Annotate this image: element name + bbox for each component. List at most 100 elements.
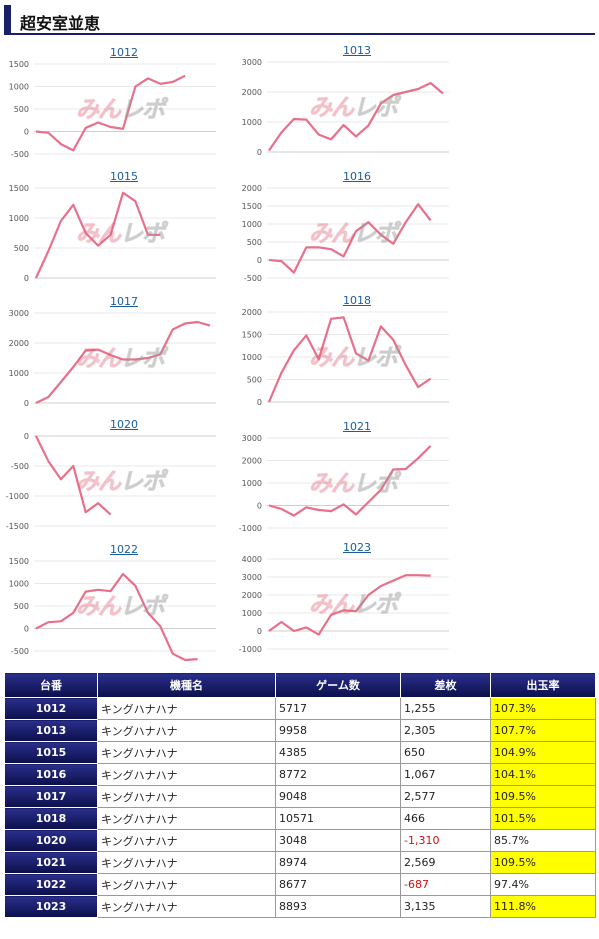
y-tick-label: 1000 [9, 83, 29, 92]
series-line [35, 320, 211, 404]
games-cell: 5717 [275, 697, 401, 720]
games-cell: 10571 [275, 807, 401, 830]
chart-1015: 1015 1500 1000 500 0 みんレポ [4, 168, 224, 290]
chart-svg: 2000 1500 1000 500 0 -500 [242, 184, 449, 283]
y-tick-label: 1000 [9, 214, 29, 223]
machine-name-cell: キングハナハナ [97, 829, 276, 852]
y-tick-label: 1500 [9, 184, 29, 193]
machine-number-cell: 1015 [4, 741, 98, 764]
diff-cell: 1,067 [400, 763, 491, 786]
diff-cell: -687 [400, 873, 491, 896]
chart-title-link[interactable]: 1016 [343, 170, 371, 183]
chart-svg: 1500 1000 500 0 -500 [9, 60, 216, 159]
series-line [268, 81, 444, 152]
chart-1020: 1020 0 -500 -1000 -1500 みんレポ [4, 416, 224, 538]
table-row: 1021 キングハナハナ 8974 2,569 109.5% [4, 851, 596, 874]
y-tick-label: 1000 [242, 353, 262, 362]
series-line [35, 74, 186, 152]
y-tick-label: -1000 [239, 524, 262, 533]
chart-svg: 0 -500 -1000 -1500 [6, 432, 216, 531]
col-header-games: ゲーム数 [275, 672, 401, 698]
col-header-number: 台番 [4, 672, 98, 698]
y-tick-label: -500 [244, 274, 262, 283]
games-cell: 3048 [275, 829, 401, 852]
machine-number-cell: 1017 [4, 785, 98, 808]
y-tick-label: 3000 [9, 309, 29, 318]
chart-svg: 1500 1000 500 0 -500 [9, 557, 216, 662]
y-tick-label: -1500 [6, 522, 29, 531]
machine-name-cell: キングハナハナ [97, 851, 276, 874]
games-cell: 8677 [275, 873, 401, 896]
machine-name-cell: キングハナハナ [97, 785, 276, 808]
table-row: 1020 キングハナハナ 3048 -1,310 85.7% [4, 829, 596, 852]
y-tick-label: 0 [257, 148, 262, 157]
chart-title-link[interactable]: 1017 [110, 295, 138, 308]
series-line [35, 191, 161, 279]
chart-1013: 1013 3000 2000 1000 0 みんレポ [237, 42, 457, 164]
machine-name-cell: キングハナハナ [97, 697, 276, 720]
chart-title-link[interactable]: 1021 [343, 420, 371, 433]
y-tick-label: 0 [24, 399, 29, 408]
col-header-machine: 機種名 [97, 672, 276, 698]
games-cell: 8772 [275, 763, 401, 786]
diff-cell: 650 [400, 741, 491, 764]
rate-cell: 109.5% [490, 785, 596, 808]
y-tick-label: -500 [11, 150, 29, 159]
y-tick-label: 500 [14, 244, 29, 253]
chart-1022: 1022 1500 1000 500 0 -500 みんレポ [4, 541, 224, 663]
chart-title-link[interactable]: 1015 [110, 170, 138, 183]
y-tick-label: 2000 [242, 591, 262, 600]
chart-title-link[interactable]: 1012 [110, 46, 138, 59]
chart-1017: 1017 3000 2000 1000 0 みんレポ [4, 293, 224, 415]
y-tick-label: 500 [247, 376, 262, 385]
y-tick-label: 0 [24, 128, 29, 137]
rate-cell: 107.7% [490, 719, 596, 742]
machine-number-cell: 1022 [4, 873, 98, 896]
diff-cell: 2,569 [400, 851, 491, 874]
chart-svg: 4000 3000 2000 1000 0 -1000 [239, 555, 449, 654]
table-header-row: 台番 機種名 ゲーム数 差枚 出玉率 [4, 672, 596, 698]
y-tick-label: 1000 [9, 580, 29, 589]
games-cell: 8893 [275, 895, 401, 918]
table-row: 1013 キングハナハナ 9958 2,305 107.7% [4, 719, 596, 742]
y-tick-label: 1000 [242, 609, 262, 618]
rate-cell: 101.5% [490, 807, 596, 830]
series-line [35, 572, 198, 662]
chart-1023: 1023 4000 3000 2000 1000 0 -1000 みんレポ [237, 539, 457, 661]
table-row: 1023 キングハナハナ 8893 3,135 111.8% [4, 895, 596, 918]
rate-cell: 104.1% [490, 763, 596, 786]
machine-name-cell: キングハナハナ [97, 719, 276, 742]
games-cell: 8974 [275, 851, 401, 874]
y-tick-label: 0 [24, 625, 29, 634]
machine-table: 台番 機種名 ゲーム数 差枚 出玉率 1012 キングハナハナ 5717 1,255 1… [4, 672, 596, 918]
chart-1012: 1012 1500 1000 500 0 -500 みんレポ [4, 44, 224, 166]
chart-title-link[interactable]: 1020 [110, 418, 138, 431]
y-tick-label: 2000 [242, 308, 262, 317]
y-tick-label: 0 [257, 502, 262, 511]
y-tick-label: 1000 [242, 118, 262, 127]
chart-title-link[interactable]: 1023 [343, 541, 371, 554]
chart-svg: 1500 1000 500 0 [9, 184, 216, 283]
chart-svg: 2000 1500 1000 500 0 [242, 308, 449, 407]
diff-cell: 3,135 [400, 895, 491, 918]
table-row: 1017 キングハナハナ 9048 2,577 109.5% [4, 785, 596, 808]
y-tick-label: 1500 [242, 331, 262, 340]
section-title: 超安室並恵 [20, 14, 101, 33]
chart-title-link[interactable]: 1022 [110, 543, 138, 556]
machine-name-cell: キングハナハナ [97, 763, 276, 786]
chart-1021: 1021 3000 2000 1000 0 -1000 みんレポ [237, 418, 457, 540]
y-tick-label: -500 [11, 462, 29, 471]
diff-cell: 466 [400, 807, 491, 830]
games-cell: 4385 [275, 741, 401, 764]
rate-cell: 97.4% [490, 873, 596, 896]
y-tick-label: 1000 [242, 479, 262, 488]
y-tick-label: 2000 [242, 184, 262, 193]
machine-number-cell: 1020 [4, 829, 98, 852]
machine-name-cell: キングハナハナ [97, 807, 276, 830]
chart-title-link[interactable]: 1018 [343, 294, 371, 307]
chart-title-link[interactable]: 1013 [343, 44, 371, 57]
diff-cell: 2,577 [400, 785, 491, 808]
series-line [268, 574, 431, 636]
rate-cell: 107.3% [490, 697, 596, 720]
y-tick-label: 2000 [242, 88, 262, 97]
